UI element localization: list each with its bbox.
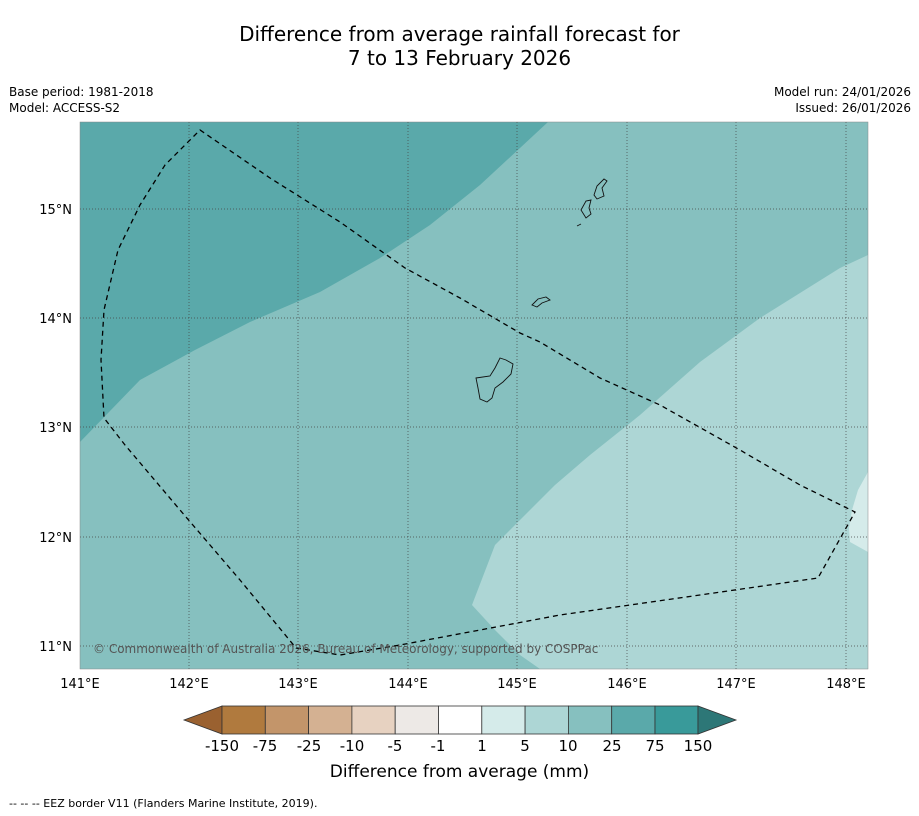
lon-label: 144°E xyxy=(388,677,428,692)
lat-label: 14°N xyxy=(39,312,72,327)
band-10-25 xyxy=(472,255,868,669)
lat-label: 15°N xyxy=(39,203,72,218)
colorbar-label: 10 xyxy=(558,737,578,755)
colorbar-label: -75 xyxy=(252,737,278,755)
lon-labels: 141°E 142°E 143°E 144°E 145°E 146°E 147°… xyxy=(60,677,866,692)
model-name: Model: ACCESS-S2 xyxy=(9,101,121,115)
colorbar-cell xyxy=(524,705,569,735)
colorbar-cell xyxy=(308,705,353,735)
lon-label: 147°E xyxy=(716,677,756,692)
colorbar-cell xyxy=(568,705,613,735)
islands xyxy=(475,178,608,403)
meta-right: Model run: 24/01/2026 Issued: 26/01/2026 xyxy=(774,84,911,116)
colorbar-cell xyxy=(654,705,699,735)
colorbar-arrow-low xyxy=(182,705,223,735)
model-run: Model run: 24/01/2026 xyxy=(773,85,911,99)
lon-label: 143°E xyxy=(278,677,318,692)
colorbar-label: 75 xyxy=(645,737,665,755)
band-75-150 xyxy=(80,122,548,442)
island-guam xyxy=(475,357,514,403)
colorbar-cell xyxy=(611,705,656,735)
colorbar-cell xyxy=(264,705,309,735)
lat-label: 13°N xyxy=(39,421,72,436)
colorbar-label: -25 xyxy=(296,737,322,755)
lon-label: 142°E xyxy=(169,677,209,692)
map-frame xyxy=(79,121,869,670)
title-line-1: Difference from average rainfall forecas… xyxy=(239,22,680,46)
colorbar-label: 5 xyxy=(520,737,530,755)
colorbar-title: Difference from average (mm) xyxy=(329,762,590,782)
lon-label: 141°E xyxy=(60,677,100,692)
copyright-notice: © Commonwealth of Australia 2026, Bureau… xyxy=(93,642,598,656)
title-line-2: 7 to 13 February 2026 xyxy=(347,46,572,70)
colorbar-label: -1 xyxy=(430,737,446,755)
colorbar-label: -150 xyxy=(204,737,240,755)
lon-label: 148°E xyxy=(826,677,866,692)
colorbar-cell xyxy=(351,705,396,735)
lat-label: 11°N xyxy=(39,640,72,655)
meta-left: Base period: 1981-2018 Model: ACCESS-S2 xyxy=(9,84,154,116)
colorbar-cell xyxy=(221,705,266,735)
lat-labels: 15°N 14°N 13°N 12°N 11°N xyxy=(39,203,72,655)
colorbar-label: -5 xyxy=(387,737,403,755)
island-saipan xyxy=(593,178,608,200)
colorbar-label: 1 xyxy=(477,737,487,755)
island-tinian xyxy=(580,199,592,219)
colorbar-cell xyxy=(394,705,439,735)
lon-label: 146°E xyxy=(607,677,647,692)
band-5-10 xyxy=(849,472,868,552)
colorbar-label: 150 xyxy=(683,737,713,755)
island-rota xyxy=(531,296,551,308)
eez-legend-note: -- -- -- EEZ border V11 (Flanders Marine… xyxy=(9,797,318,810)
colorbar-label: -10 xyxy=(339,737,365,755)
colorbar xyxy=(182,705,738,735)
island-aguijan xyxy=(576,223,582,227)
map-title: Difference from average rainfall forecas… xyxy=(0,22,919,70)
issued-date: Issued: 26/01/2026 xyxy=(795,101,911,115)
base-period: Base period: 1981-2018 xyxy=(9,85,154,99)
colorbar-label: 25 xyxy=(602,737,622,755)
colorbar-arrow-high xyxy=(697,705,738,735)
colorbar-cell xyxy=(438,705,483,735)
lon-label: 145°E xyxy=(497,677,537,692)
eez-border xyxy=(100,129,856,656)
lat-label: 12°N xyxy=(39,531,72,546)
graticule xyxy=(80,122,868,669)
map-plot-area xyxy=(80,122,868,669)
colorbar-cell xyxy=(481,705,526,735)
